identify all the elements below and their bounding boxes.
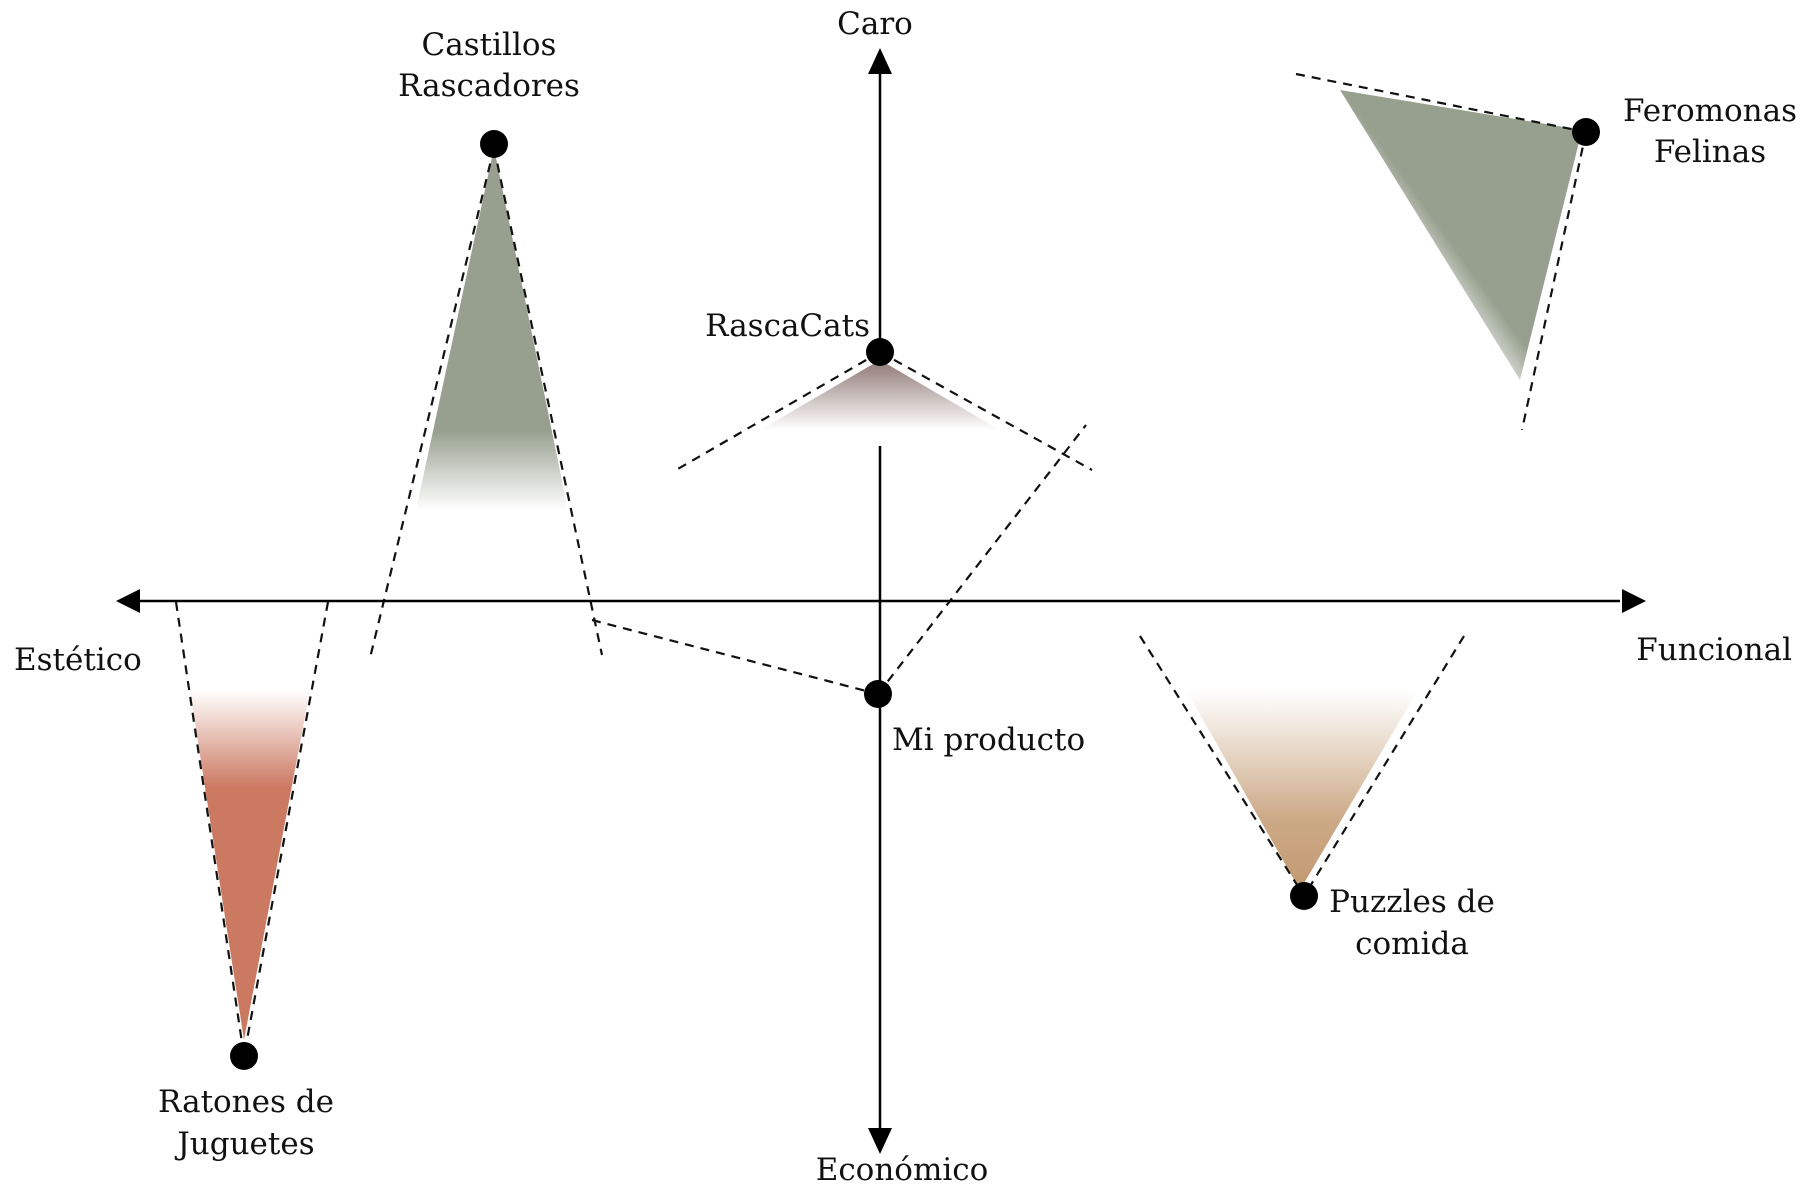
- arrow-right-icon: [1622, 589, 1646, 613]
- castillos-label-line1: Castillos: [422, 27, 557, 63]
- mi-producto-label: Mi producto: [892, 722, 1085, 758]
- castillos-dot: [480, 130, 508, 158]
- axis-label-top: Caro: [837, 6, 913, 42]
- mi-producto-to-ne: [877, 424, 1087, 695]
- rascacats-dash-right: [879, 351, 1093, 471]
- arrow-up-icon: [868, 48, 892, 74]
- axis-label-right: Funcional: [1636, 632, 1792, 668]
- puzzles-dot: [1290, 882, 1318, 910]
- ratones-dot: [230, 1042, 258, 1070]
- feromonas-dash-top: [1295, 72, 1587, 134]
- axes: [136, 70, 1620, 1134]
- ratones-dash-left: [174, 601, 246, 1057]
- castillos-dash-left: [368, 147, 496, 659]
- axis-label-left: Estético: [14, 642, 142, 678]
- castillos-dash-right: [492, 147, 604, 656]
- feromonas-label-line1: Feromonas: [1623, 93, 1797, 129]
- ratones-triangle: [190, 690, 310, 1040]
- ratones-dash-right: [242, 601, 330, 1057]
- arrow-left-icon: [116, 589, 140, 613]
- puzzles-dash-left: [1139, 635, 1305, 897]
- rascacats-label: RascaCats: [705, 308, 870, 344]
- arrow-down-icon: [868, 1128, 892, 1154]
- feromonas-triangle: [1340, 90, 1582, 380]
- rascacats-dot: [866, 338, 894, 366]
- puzzles-dash-right: [1303, 635, 1465, 897]
- dashed-connectors: [174, 72, 1588, 1057]
- mi-producto-dot: [864, 680, 892, 708]
- puzzles-triangle: [1186, 690, 1418, 890]
- ratones-label-line2: Juguetes: [174, 1126, 314, 1162]
- castillos-triangle: [416, 148, 568, 510]
- rascacats-dash-left: [675, 351, 881, 471]
- puzzles-label-line2: comida: [1355, 926, 1469, 962]
- feromonas-label-line2: Felinas: [1654, 134, 1766, 170]
- puzzles-label-line1: Puzzles de: [1329, 884, 1495, 920]
- feromonas-dash-down: [1520, 131, 1588, 431]
- feromonas-dot: [1572, 118, 1600, 146]
- castillos-to-mi-producto: [591, 618, 879, 696]
- castillos-label-line2: Rascadores: [398, 68, 580, 104]
- axis-label-bottom: Económico: [816, 1152, 989, 1186]
- ratones-label-line1: Ratones de: [158, 1084, 334, 1120]
- rascacats-triangle: [760, 360, 1000, 430]
